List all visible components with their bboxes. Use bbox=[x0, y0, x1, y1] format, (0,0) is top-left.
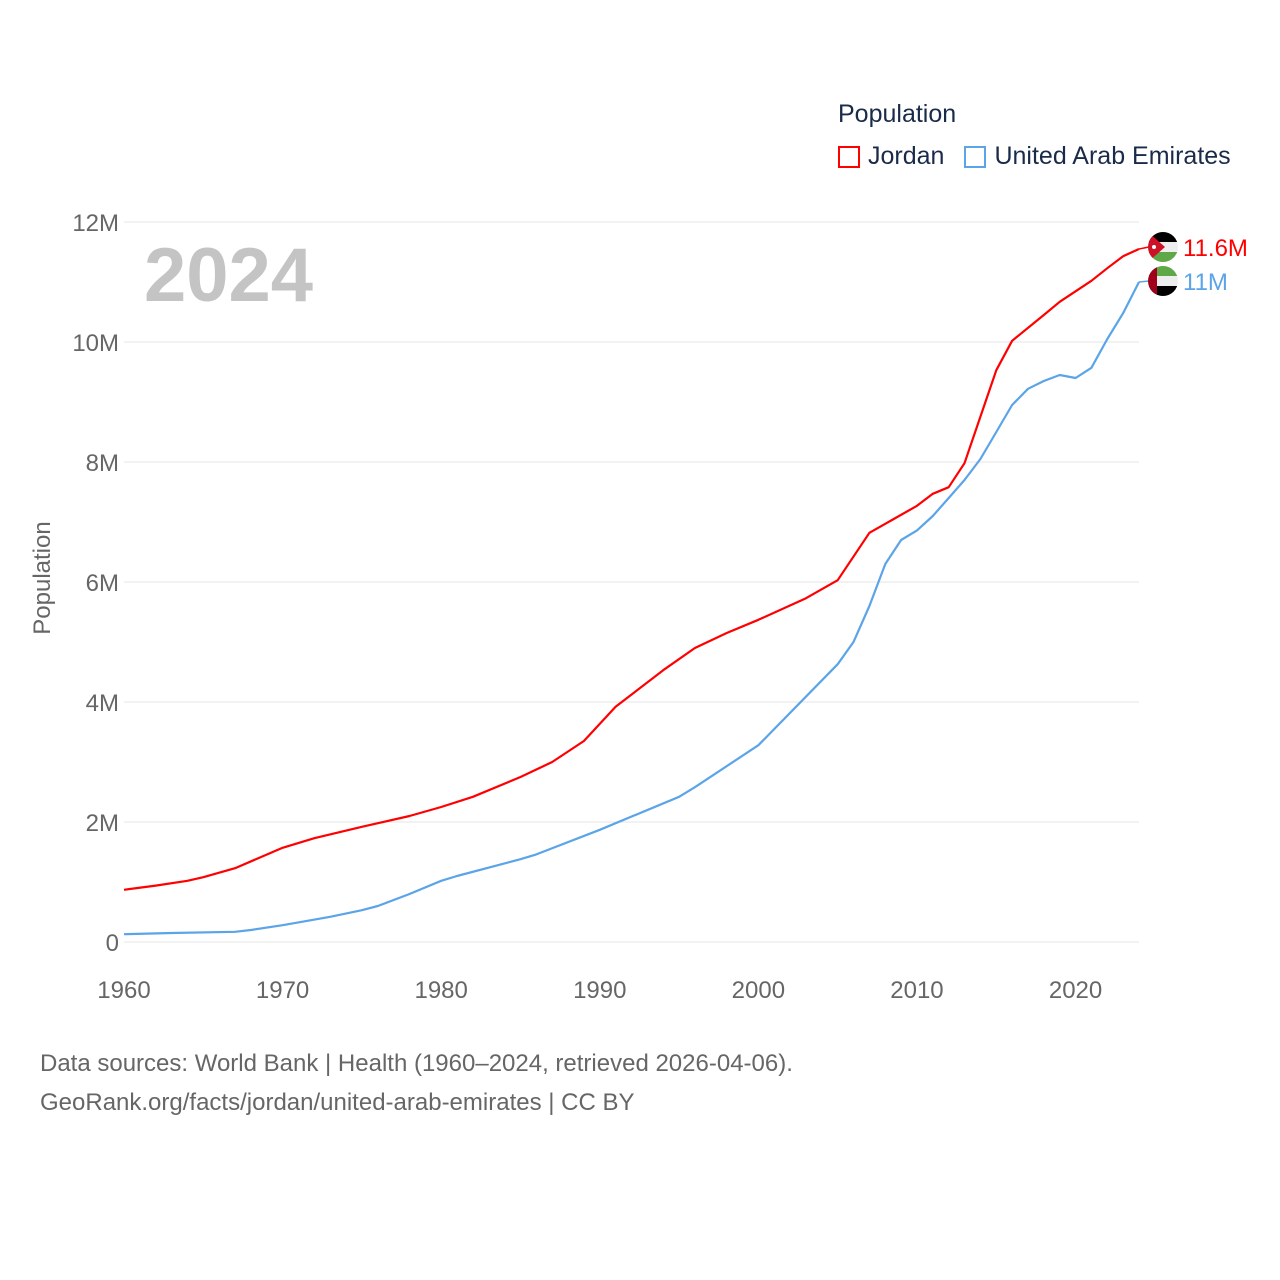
legend: Jordan United Arab Emirates bbox=[838, 142, 1251, 171]
legend-swatch-uae bbox=[964, 145, 987, 168]
legend-label: United Arab Emirates bbox=[994, 142, 1231, 170]
end-value-label: 11.6M bbox=[1183, 235, 1248, 262]
end-value-label: 11M bbox=[1183, 269, 1228, 296]
legend-label: Jordan bbox=[868, 142, 945, 170]
current-year-label: 2024 bbox=[144, 233, 314, 318]
y-tick-label: 4M bbox=[86, 690, 119, 717]
y-tick-label: 6M bbox=[86, 570, 119, 597]
x-tick-label: 1970 bbox=[256, 977, 309, 1004]
uae-flag-icon bbox=[1148, 266, 1178, 296]
jordan-flag-icon bbox=[1148, 232, 1178, 262]
label-connector bbox=[1138, 246, 1150, 250]
y-tick-label: 10M bbox=[72, 330, 119, 357]
legend-title: Population bbox=[838, 100, 957, 128]
x-tick-label: 2020 bbox=[1049, 977, 1102, 1004]
x-tick-label: 1980 bbox=[414, 977, 467, 1004]
label-connector bbox=[1138, 280, 1150, 283]
y-tick-label: 8M bbox=[86, 450, 119, 477]
y-tick-label: 12M bbox=[72, 210, 119, 237]
x-tick-label: 2010 bbox=[890, 977, 943, 1004]
x-tick-label: 2000 bbox=[732, 977, 785, 1004]
x-tick-label: 1990 bbox=[573, 977, 626, 1004]
legend-item-uae[interactable]: United Arab Emirates bbox=[964, 142, 1231, 171]
source-link[interactable]: GeoRank.org/facts/jordan/united-arab-emi… bbox=[40, 1089, 635, 1116]
series-line-jordan bbox=[123, 247, 1140, 891]
y-tick-label: 2M bbox=[86, 810, 119, 837]
footer: Data sources: World Bank | Health (1960–… bbox=[40, 1044, 793, 1122]
y-axis-label: Population bbox=[29, 521, 56, 634]
series-line-uae bbox=[123, 281, 1140, 936]
data-source-text: Data sources: World Bank | Health (1960–… bbox=[40, 1050, 793, 1077]
legend-swatch-jordan bbox=[838, 145, 860, 168]
y-tick-label: 0 bbox=[106, 930, 119, 957]
x-tick-label: 1960 bbox=[97, 977, 150, 1004]
legend-item-jordan[interactable]: Jordan bbox=[838, 142, 944, 171]
